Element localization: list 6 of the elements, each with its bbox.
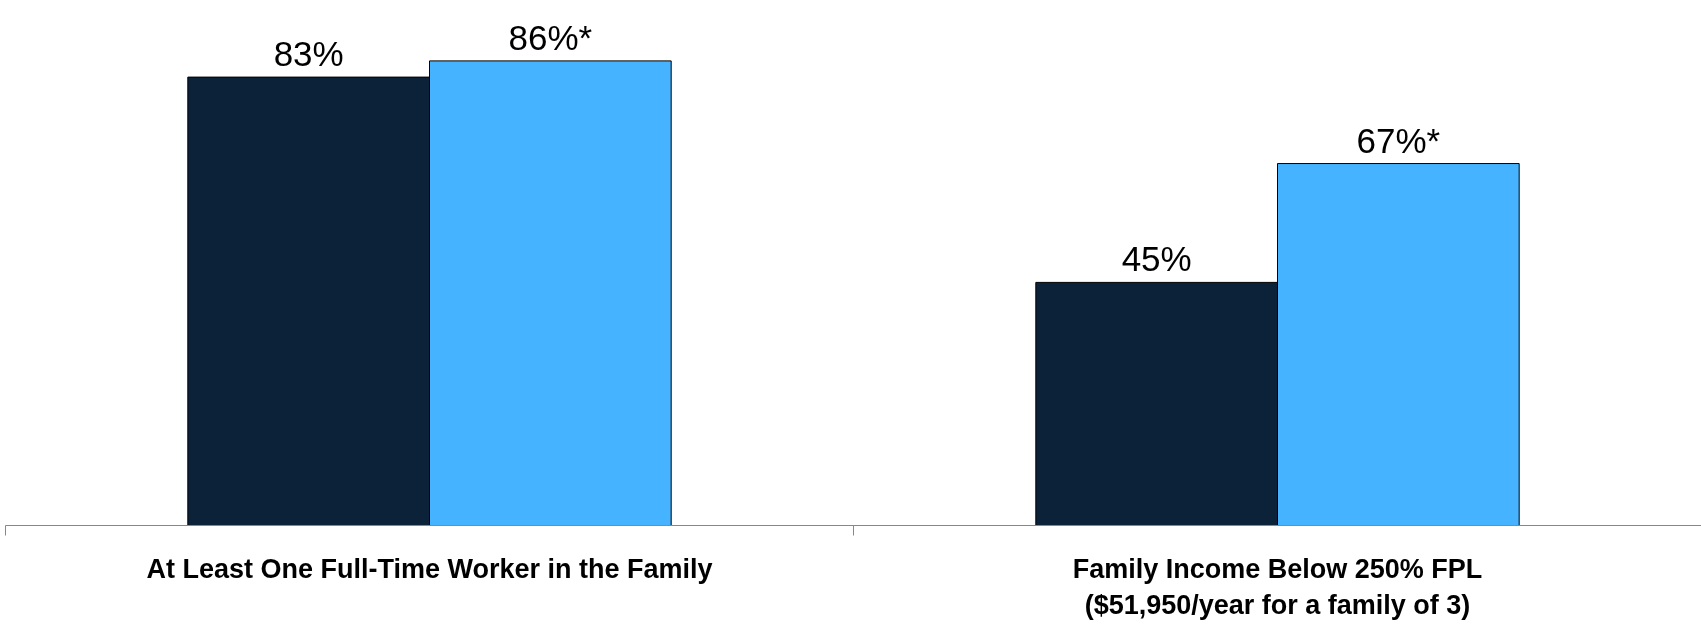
x-tick-label: Family Income Below 250% FPL ($51,950/year for a family of 3): [1072, 553, 1483, 620]
x-tick-label: At Least One Full-Time Worker in the Family: [146, 553, 713, 584]
data-label: 45%: [1121, 239, 1192, 279]
data-label: 86%*: [508, 17, 593, 57]
data-label: 67%*: [1356, 120, 1441, 160]
data-label: 83%: [273, 34, 344, 74]
